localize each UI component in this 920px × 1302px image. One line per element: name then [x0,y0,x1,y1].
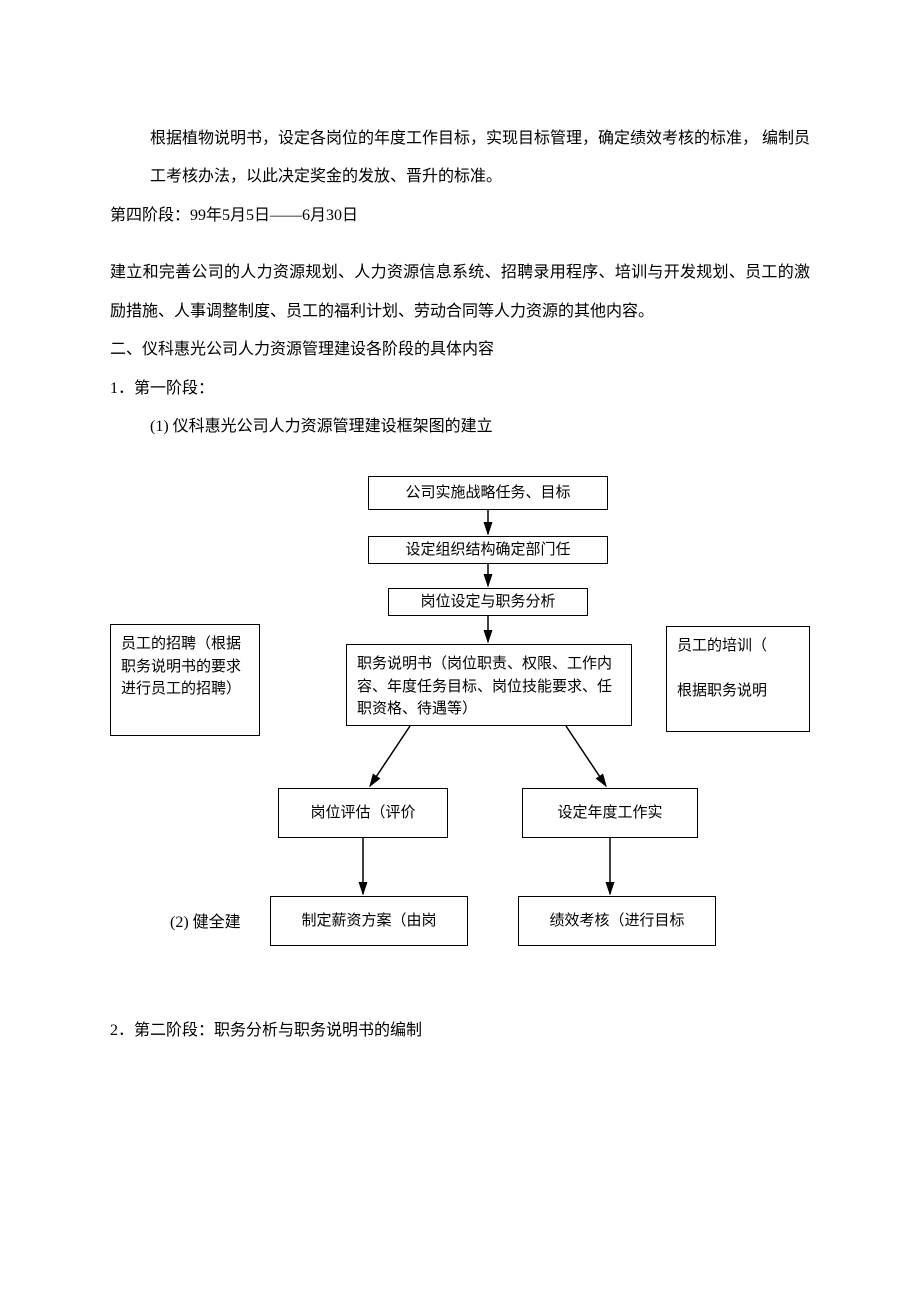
flow-node-strategy: 公司实施战略任务、目标 [368,476,608,510]
item-1-heading: 1．第一阶段： [110,370,810,408]
hr-framework-flowchart: 公司实施战略任务、目标 设定组织结构确定部门任 岗位设定与职务分析 职务说明书（… [110,476,810,1006]
paragraph-3: 建立和完善公司的人力资源规划、人力资源信息系统、招聘录用程序、培训与开发规划、员… [110,254,810,331]
flow-node-job-analysis: 岗位设定与职务分析 [388,588,588,616]
section-2-heading: 二、仪科惠光公司人力资源管理建设各阶段的具体内容 [110,331,810,369]
flow-node-training: 员工的培训（ 根据职务说明 [666,626,810,732]
flow-node-job-description: 职务说明书（岗位职责、权限、工作内容、年度任务目标、岗位技能要求、任职资格、待遇… [346,644,632,726]
flow-node-annual-goals: 设定年度工作实 [522,788,698,838]
paragraph-stage4-heading: 第四阶段：99年5月5日——6月30日 [110,197,810,235]
paragraph-1: 根据植物说明书，设定各岗位的年度工作目标，实现目标管理，确定绩效考核的标准， 编… [110,120,810,197]
item-1-1: (1) 仪科惠光公司人力资源管理建设框架图的建立 [110,408,810,446]
flow-node-salary-plan: 制定薪资方案（由岗 [270,896,468,946]
item-2-heading: 2．第二阶段：职务分析与职务说明书的编制 [110,1012,810,1050]
flow-node-performance: 绩效考核（进行目标 [518,896,716,946]
flow-node-job-evaluation: 岗位评估（评价 [278,788,448,838]
document-page: 根据植物说明书，设定各岗位的年度工作目标，实现目标管理，确定绩效考核的标准， 编… [0,0,920,1111]
item-1-2-label: (2) 健全建 [170,908,241,932]
flow-node-recruitment: 员工的招聘（根据职务说明书的要求进行员工的招聘） [110,624,260,736]
flow-node-org-structure: 设定组织结构确定部门任 [368,536,608,564]
